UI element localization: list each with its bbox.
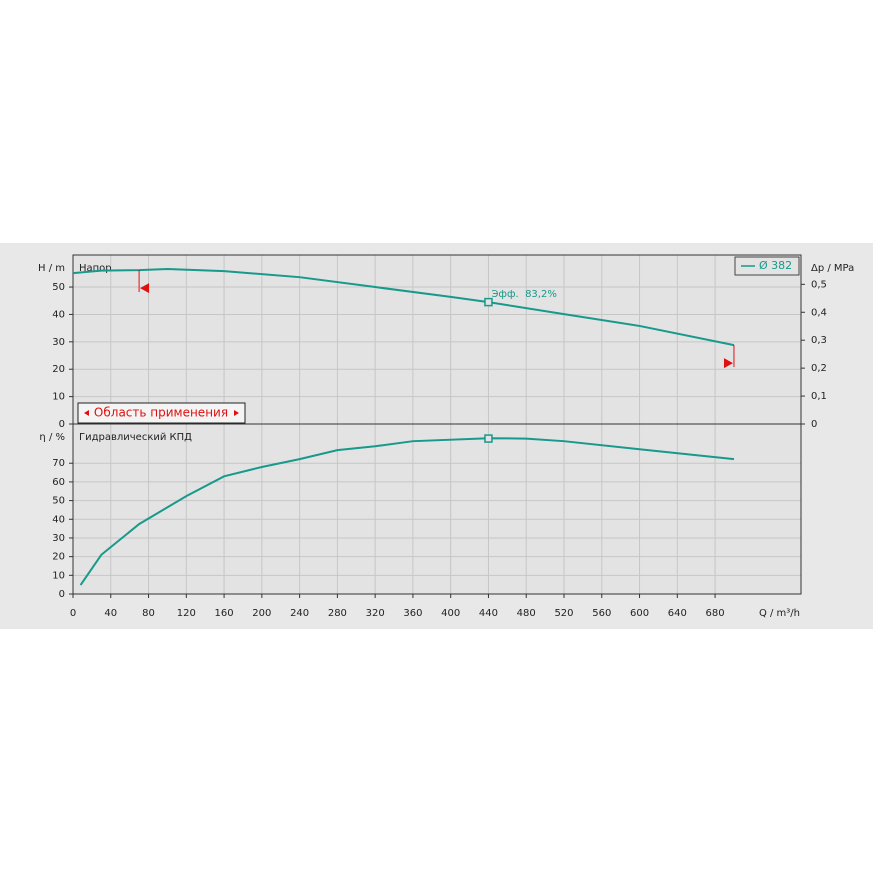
range-left-arrow xyxy=(84,410,89,416)
x-tick-label: 360 xyxy=(403,608,422,619)
x-tick-label: 120 xyxy=(177,608,196,619)
x-tick-label: 320 xyxy=(366,608,385,619)
range-box xyxy=(77,402,246,424)
y-tick-label: 70 xyxy=(52,458,65,469)
chart-title: Гидравлический КПД xyxy=(79,432,192,443)
x-tick-label: 600 xyxy=(630,608,649,619)
plot-frame xyxy=(72,423,802,595)
x-tick-label: 200 xyxy=(252,608,271,619)
chart-title: Напор xyxy=(79,263,112,274)
x-tick-label: 680 xyxy=(706,608,725,619)
range-arrow xyxy=(140,283,150,294)
x-tick-label: 520 xyxy=(554,608,573,619)
x-tick-label: 40 xyxy=(104,608,117,619)
y-tick-label: 30 xyxy=(52,337,65,348)
x-tick-label: 440 xyxy=(479,608,498,619)
y2-tick-label: 0,4 xyxy=(811,307,827,318)
x-tick-label: 640 xyxy=(668,608,687,619)
y2-tick-label: 0,2 xyxy=(811,363,827,374)
curve xyxy=(72,267,735,347)
y2-tick-label: 0,1 xyxy=(811,391,827,402)
y-tick-label: 20 xyxy=(52,364,65,375)
y-tick-label: 50 xyxy=(52,496,65,507)
range-arrow xyxy=(723,358,733,369)
x-axis-label: Q / m³/h xyxy=(759,608,800,619)
y-tick-label: 10 xyxy=(52,570,65,581)
y2-tick-label: 0,3 xyxy=(811,335,827,346)
y-tick-label: 60 xyxy=(52,477,65,488)
x-tick-label: 160 xyxy=(215,608,234,619)
y-tick-label: 20 xyxy=(52,552,65,563)
y-tick-label: 50 xyxy=(52,282,65,293)
legend-box xyxy=(734,256,800,276)
curve xyxy=(79,437,735,586)
x-tick-label: 480 xyxy=(517,608,536,619)
duty-point xyxy=(484,434,493,443)
y-tick-label: 0 xyxy=(59,419,65,430)
y-tick-label: 30 xyxy=(52,533,65,544)
x-tick-label: 0 xyxy=(70,608,76,619)
legend-label: Ø 382 xyxy=(759,259,792,272)
y-axis-label: η / % xyxy=(39,432,65,443)
y-tick-label: 40 xyxy=(52,514,65,525)
y-tick-label: 0 xyxy=(59,589,65,600)
y2-tick-label: 0,5 xyxy=(811,279,827,290)
y-tick-label: 40 xyxy=(52,309,65,320)
x-tick-label: 560 xyxy=(592,608,611,619)
y-tick-label: 10 xyxy=(52,392,65,403)
y2-tick-label: 0 xyxy=(811,419,817,430)
x-tick-label: 400 xyxy=(441,608,460,619)
x-tick-label: 80 xyxy=(142,608,155,619)
x-tick-label: 240 xyxy=(290,608,309,619)
duty-point xyxy=(484,297,493,307)
y-axis-label: H / m xyxy=(38,263,65,274)
y2-axis-label: Δp / MPa xyxy=(811,263,854,274)
range-right-arrow xyxy=(234,410,239,416)
duty-label: Эфф. 83,2% xyxy=(491,289,556,300)
range-label: Область применения xyxy=(94,406,228,420)
x-tick-label: 280 xyxy=(328,608,347,619)
